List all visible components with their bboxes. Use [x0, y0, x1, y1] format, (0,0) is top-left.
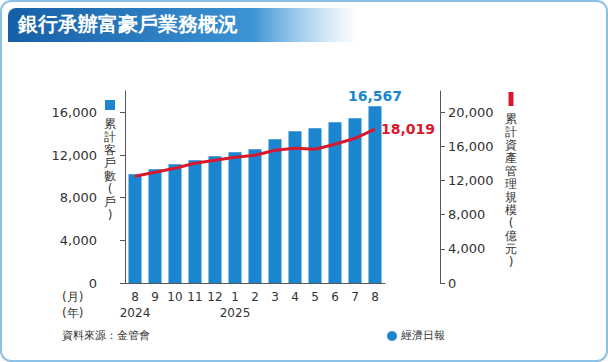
svg-text:3: 3: [271, 290, 279, 304]
svg-text:理: 理: [505, 177, 517, 191]
svg-text:8: 8: [131, 290, 139, 304]
svg-text:5: 5: [311, 290, 319, 304]
svg-text:銀行承辦富豪戶業務概況: 銀行承辦富豪戶業務概況: [17, 12, 238, 36]
svg-text:4,000: 4,000: [60, 233, 97, 248]
svg-text:(: (: [108, 182, 113, 196]
svg-text:11: 11: [187, 290, 202, 304]
svg-text:12,000: 12,000: [448, 173, 494, 188]
svg-text:戶: 戶: [104, 195, 116, 209]
svg-text:計: 計: [104, 130, 116, 144]
svg-text:12: 12: [207, 290, 222, 304]
svg-text:(月): (月): [62, 290, 83, 304]
svg-text:資料來源：金管會: 資料來源：金管會: [62, 329, 150, 342]
svg-text:億: 億: [505, 229, 517, 243]
svg-text:2: 2: [251, 290, 259, 304]
svg-text:7: 7: [351, 290, 359, 304]
svg-text:模: 模: [505, 203, 517, 217]
svg-text:0: 0: [448, 276, 456, 291]
svg-text:8,000: 8,000: [448, 207, 485, 222]
svg-text:4,000: 4,000: [448, 241, 485, 256]
svg-text:9: 9: [151, 290, 159, 304]
svg-text:數: 數: [104, 169, 116, 183]
svg-text:管: 管: [505, 164, 517, 178]
svg-text:元: 元: [505, 242, 517, 256]
svg-text:16,000: 16,000: [52, 105, 98, 120]
svg-text:12,000: 12,000: [52, 148, 98, 163]
svg-text:6: 6: [331, 290, 339, 304]
svg-text:(年): (年): [62, 306, 83, 320]
svg-text:10: 10: [167, 290, 182, 304]
svg-text:客: 客: [104, 143, 116, 157]
svg-text:): ): [509, 255, 514, 269]
svg-text:經濟日報: 經濟日報: [400, 329, 445, 342]
svg-text:規: 規: [505, 190, 517, 204]
svg-text:計: 計: [505, 125, 517, 139]
svg-text:8: 8: [371, 290, 379, 304]
svg-text:產: 產: [505, 151, 517, 165]
svg-text:0: 0: [89, 276, 97, 291]
svg-text:累: 累: [104, 117, 116, 131]
svg-text:8,000: 8,000: [60, 190, 97, 205]
svg-text:20,000: 20,000: [448, 105, 494, 120]
svg-text:(: (: [509, 216, 514, 230]
svg-text:累: 累: [505, 112, 517, 126]
svg-text:2024: 2024: [120, 306, 151, 320]
svg-text:): ): [108, 208, 113, 222]
svg-text:16,567: 16,567: [348, 88, 402, 104]
svg-text:戶: 戶: [104, 156, 116, 170]
svg-text:18,019: 18,019: [381, 121, 435, 137]
svg-text:2025: 2025: [220, 306, 251, 320]
svg-text:4: 4: [291, 290, 299, 304]
svg-text:16,000: 16,000: [448, 139, 494, 154]
svg-text:1: 1: [231, 290, 239, 304]
svg-text:資: 資: [505, 138, 517, 152]
